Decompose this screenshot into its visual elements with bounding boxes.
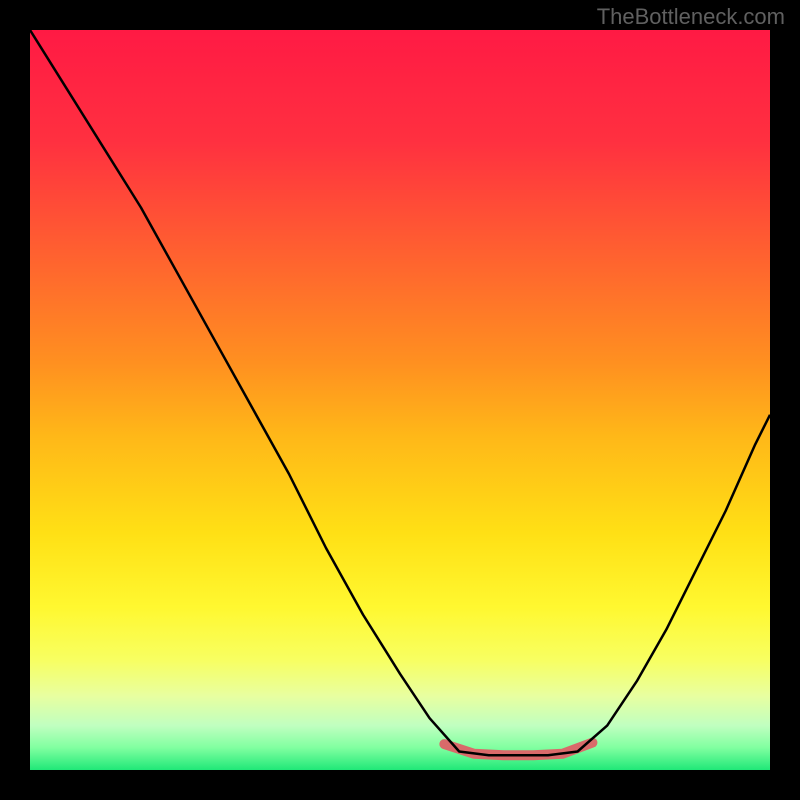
curve-plot [30,30,770,770]
chart-container [30,30,770,770]
watermark-text: TheBottleneck.com [597,4,785,30]
v-curve [30,30,770,755]
